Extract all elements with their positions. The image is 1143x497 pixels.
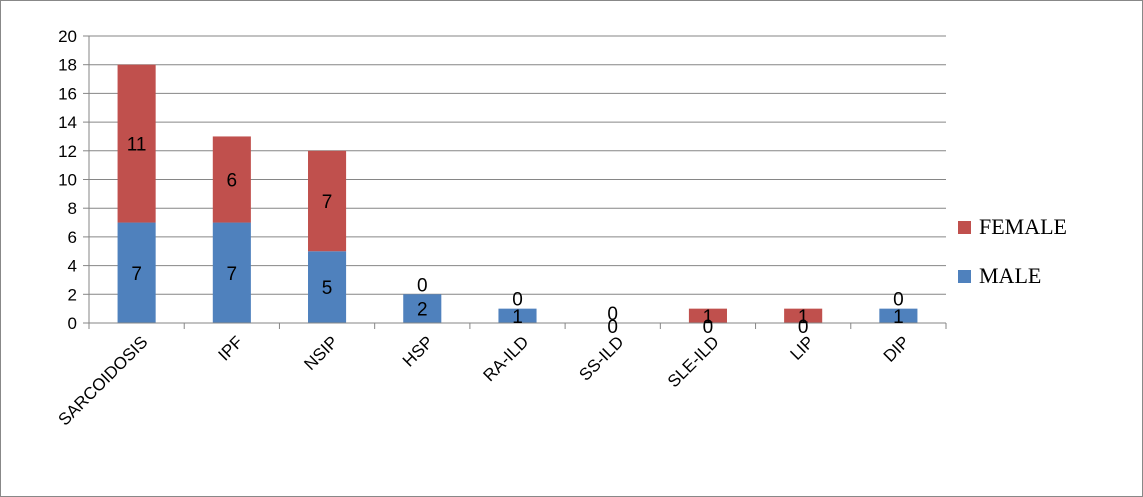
data-label: 1 (703, 307, 714, 328)
data-label: 6 (227, 171, 238, 192)
x-tick-label: SLE-ILD (664, 332, 723, 391)
data-label: 1 (893, 307, 904, 328)
bar-male-dip (879, 308, 918, 323)
y-tick-label: 14 (58, 113, 77, 132)
x-tick-label: IPF (215, 332, 247, 364)
bar-female-ipf (212, 136, 251, 223)
data-label: 0 (512, 290, 523, 311)
y-tick-label: 4 (68, 257, 77, 276)
bars (117, 64, 918, 323)
bar-female-sarcoidosis (117, 64, 156, 223)
y-tick-label: 0 (68, 314, 77, 333)
bar-female-lip (784, 308, 823, 323)
y-tick-label: 2 (68, 285, 77, 304)
data-label: 7 (131, 264, 142, 285)
x-tick-label: SS-ILD (575, 332, 627, 384)
legend: FEMALE MALE (958, 214, 1067, 288)
legend-label-male: MALE (979, 263, 1041, 288)
x-tick-label: DIP (880, 332, 913, 365)
x-tick-label: SARCOIDOSIS (54, 332, 151, 429)
data-label: 0 (607, 317, 618, 338)
x-tick-label: NSIP (300, 332, 341, 373)
data-label: 1 (798, 307, 809, 328)
bar-male-sarcoidosis (117, 222, 156, 323)
data-label: 1 (512, 307, 523, 328)
y-tick-label: 12 (58, 142, 77, 161)
data-label: 5 (322, 278, 333, 299)
bar-male-hsp (403, 294, 442, 323)
data-label: 7 (227, 264, 238, 285)
y-tick-label: 18 (58, 56, 77, 75)
bar-male-ipf (212, 222, 251, 323)
y-tick-label: 16 (58, 84, 77, 103)
data-label: 0 (607, 304, 618, 325)
axes (83, 35, 947, 329)
y-tick-label: 10 (58, 171, 77, 190)
data-label: 7 (322, 192, 333, 213)
data-label: 2 (417, 300, 428, 321)
data-label: 0 (417, 275, 428, 296)
x-tick-label: HSP (399, 332, 437, 370)
bar-female-nsip (308, 150, 347, 252)
x-tick-label: RA-ILD (479, 332, 532, 385)
legend-swatch-female (958, 221, 971, 234)
legend-label-female: FEMALE (979, 214, 1067, 239)
bar-female-sle-ild (688, 308, 727, 323)
data-label: 0 (703, 317, 714, 338)
y-tick-label: 8 (68, 199, 77, 218)
data-label: 0 (798, 317, 809, 338)
bar-male-nsip (308, 251, 347, 323)
bar-male-ra-ild (498, 308, 537, 323)
legend-swatch-male (958, 270, 971, 283)
y-tick-label: 20 (58, 27, 77, 46)
data-label: 11 (127, 135, 147, 156)
data-label: 0 (893, 290, 904, 311)
y-tick-label: 6 (68, 228, 77, 247)
